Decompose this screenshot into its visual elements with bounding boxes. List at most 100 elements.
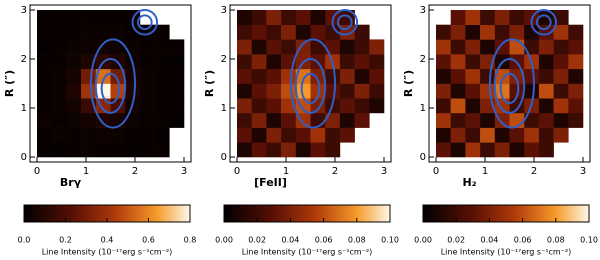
heat-cell (237, 83, 252, 99)
heat-cell (538, 112, 554, 128)
heat-cell (37, 54, 52, 70)
heat-cell (81, 39, 97, 55)
y-tick-label: 2 (21, 54, 27, 65)
heat-cell (436, 68, 451, 84)
colorbar-tick-label: 0.02 (248, 236, 266, 245)
heat-cell (37, 98, 52, 114)
heat-cell (325, 83, 341, 99)
heat-cell (553, 10, 569, 25)
heat-cell (125, 83, 141, 99)
heat-cell (325, 24, 341, 40)
heat-cell (66, 68, 82, 84)
heat-cell (37, 39, 52, 55)
heat-cell (281, 10, 297, 25)
heat-cell (436, 39, 451, 55)
contour (331, 9, 359, 36)
heat-cell (436, 83, 451, 99)
heat-cell (436, 54, 451, 70)
contour (530, 9, 558, 36)
x-tick-label: 0 (433, 166, 439, 177)
heat-cell (494, 24, 510, 40)
heat-cell (295, 39, 311, 55)
colorbar-tick-label: 0.06 (514, 236, 532, 245)
heat-cell (354, 39, 370, 55)
heat-cell (266, 24, 282, 40)
heat-cell (509, 24, 525, 40)
heat-cell (538, 142, 554, 158)
heat-cell (66, 112, 82, 128)
heat-cell (110, 24, 126, 40)
heat-cell (95, 142, 111, 158)
heat-cell (169, 98, 185, 114)
heat-cell (154, 142, 170, 158)
heat-cell (538, 68, 554, 84)
heat-cell (139, 98, 155, 114)
heat-cell (251, 54, 267, 70)
heat-cell (110, 83, 126, 99)
heat-cell (436, 112, 451, 128)
colorbar-tick-label: 0.8 (184, 236, 197, 245)
heat-cell (281, 112, 297, 128)
heat-cell (95, 24, 111, 40)
heat-cell (154, 24, 170, 40)
heat-cell (281, 24, 297, 40)
heat-cell (95, 10, 111, 25)
heat-cell (524, 142, 540, 158)
heat-cell (154, 54, 170, 70)
heat-cell (538, 127, 554, 143)
heat-cell (266, 68, 282, 84)
heat-cell (465, 39, 481, 55)
heat-cell (339, 98, 355, 114)
heat-cell (110, 10, 126, 25)
heat-cell (37, 112, 52, 128)
heat-cell (139, 112, 155, 128)
heat-cell (110, 39, 126, 55)
heat-cell (339, 83, 355, 99)
heat-cell (553, 83, 569, 99)
x-tick-label: 0 (234, 166, 240, 177)
heat-cell (266, 127, 282, 143)
heat-cell (125, 112, 141, 128)
colorbar-tick-label: 0.10 (381, 236, 399, 245)
heat-cell (524, 112, 540, 128)
heat-cell (509, 10, 525, 25)
y-tick-label: 3 (21, 5, 27, 16)
heat-cell (524, 127, 540, 143)
heat-cell (310, 142, 326, 158)
colorbar-tick-label: 0.06 (315, 236, 333, 245)
heat-cell (51, 54, 67, 70)
heat-cell (51, 68, 67, 84)
heat-cell (553, 112, 569, 128)
heat-cell (169, 68, 185, 84)
y-tick-label: 0 (21, 152, 27, 163)
heat-cell (266, 10, 282, 25)
contour (294, 57, 327, 114)
heat-cell (154, 127, 170, 143)
heat-cell (154, 68, 170, 84)
heat-cell (66, 83, 82, 99)
heat-cell (37, 142, 52, 158)
heat-cell (295, 83, 311, 99)
heat-cell (568, 112, 584, 128)
heat-cell (95, 39, 111, 55)
x-axis-label: [FeII] (254, 176, 287, 189)
heat-cell (339, 112, 355, 128)
heat-cell (553, 39, 569, 55)
heat-cell (281, 68, 297, 84)
x-tick-label: 0 (34, 166, 40, 177)
heat-cell (339, 127, 355, 143)
heat-cell (81, 24, 97, 40)
heat-cell (154, 83, 170, 99)
heat-cell (310, 10, 326, 25)
heat-cell (325, 142, 341, 158)
heat-cell (295, 142, 311, 158)
heat-cell (354, 68, 370, 84)
heat-cell (81, 10, 97, 25)
y-tick-label: 1 (221, 103, 227, 114)
heat-cell (81, 112, 97, 128)
y-axis-label: R (″) (402, 70, 415, 97)
heat-cell (310, 39, 326, 55)
heat-cell (480, 24, 496, 40)
